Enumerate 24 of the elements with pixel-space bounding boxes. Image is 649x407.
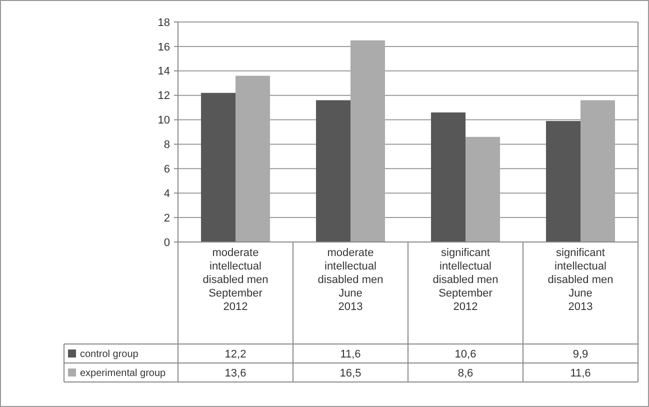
data-label: 8,6 — [458, 367, 474, 380]
y-tick-label: 12 — [158, 90, 170, 102]
x-tick-label: significant intellectual disabled men June 2013 — [548, 247, 614, 313]
y-tick-label: 10 — [158, 114, 170, 127]
data-label: 10,6 — [454, 348, 476, 360]
y-tick-label: 14 — [158, 66, 170, 78]
legend-label: control group — [80, 349, 139, 360]
data-label: 13,6 — [224, 367, 246, 380]
x-tick-label: significant intellectual disabled men September 2012 — [432, 247, 498, 313]
y-tick-label: 6 — [164, 164, 170, 176]
data-label: 12,2 — [224, 348, 246, 360]
data-label: 16,5 — [340, 367, 362, 380]
data-label: 9,9 — [572, 348, 588, 360]
y-tick-label: 4 — [164, 188, 170, 200]
y-tick-label: 2 — [164, 212, 170, 224]
legend-label: experimental group — [80, 368, 166, 379]
y-tick-label: 16 — [158, 41, 170, 54]
y-tick-label: 0 — [164, 236, 170, 249]
data-label: 11,6 — [340, 348, 361, 360]
x-tick-label: moderate intellectual disabled men September 2012 — [202, 247, 268, 313]
data-label: 11,6 — [570, 367, 591, 380]
y-tick-label: 18 — [158, 16, 170, 29]
y-tick-label: 8 — [164, 139, 170, 152]
x-tick-label: moderate intellectual disabled men June 2013 — [318, 247, 384, 313]
